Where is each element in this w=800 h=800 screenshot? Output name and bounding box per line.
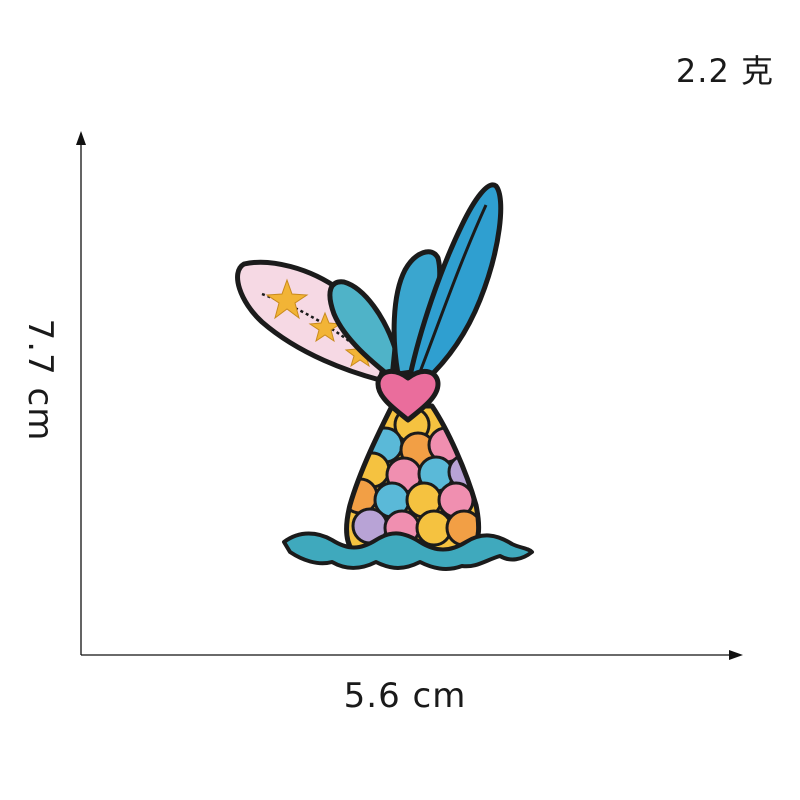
width-label: 5.6 cm <box>343 676 467 716</box>
height-label: 7.7 cm <box>20 318 60 442</box>
tail-scales <box>344 403 482 553</box>
weight-label: 2.2 克 <box>675 52 774 90</box>
arrow-up-icon <box>76 131 86 145</box>
arrow-right-icon <box>729 650 743 660</box>
tall-blue-fin <box>407 182 504 385</box>
star-icon <box>265 278 309 320</box>
teal-fin <box>327 279 398 381</box>
heart-icon <box>375 368 441 423</box>
wave-base <box>282 531 534 571</box>
